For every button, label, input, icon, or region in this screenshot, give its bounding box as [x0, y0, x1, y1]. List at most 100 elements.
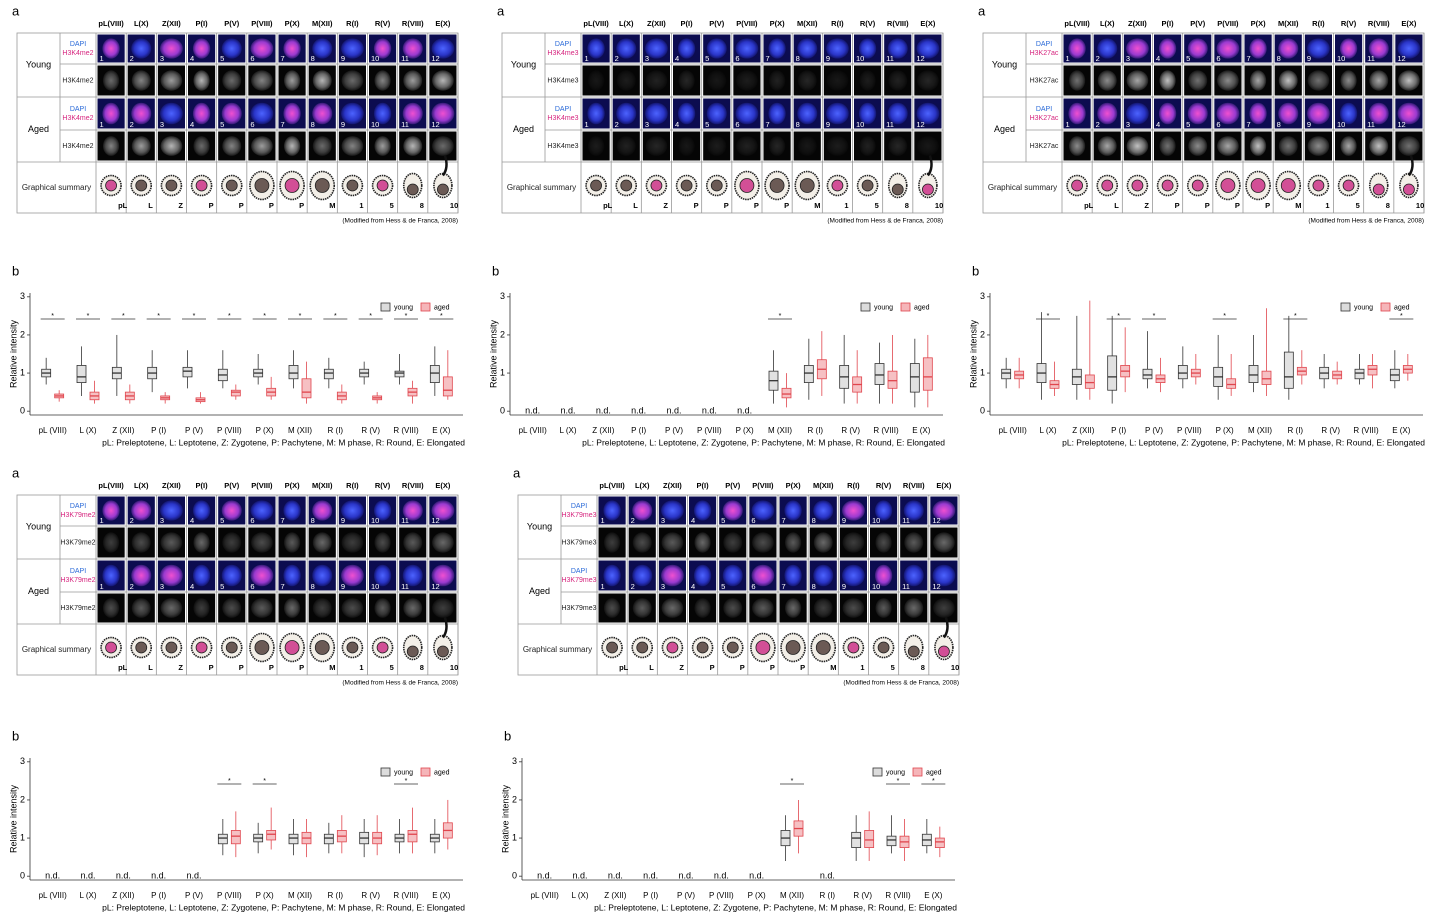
y-axis-title: Relative intensity [968, 319, 978, 388]
micrograph-nucleus [707, 70, 726, 90]
column-header: P(VIII) [752, 481, 774, 490]
stage-label: 5 [390, 663, 394, 672]
missing-label: n.d. [525, 406, 540, 416]
stage-label: Z [1144, 201, 1149, 210]
x-tick-label: P (V) [185, 426, 203, 435]
stage-label: P [1205, 201, 1210, 210]
cell-nucleus [377, 180, 388, 191]
micrograph-nucleus [617, 70, 636, 90]
missing-label: n.d. [714, 871, 729, 881]
significance-label: * [1400, 313, 1403, 320]
box [1262, 371, 1271, 384]
micrograph-nucleus [678, 38, 695, 58]
column-header: R(I) [346, 481, 359, 490]
cell-number: 5 [1186, 120, 1190, 129]
x-tick-label: M (XII) [768, 426, 792, 435]
micrograph-nucleus [736, 70, 758, 90]
box [289, 365, 298, 378]
column-header: P(I) [1162, 19, 1175, 28]
column-header: P(I) [681, 19, 694, 28]
column-header: P(X) [770, 19, 786, 28]
micrograph-nucleus [193, 136, 209, 156]
cell-number: 5 [1186, 54, 1190, 63]
significance-label: * [1117, 313, 1120, 320]
cell-number: 9 [1307, 120, 1311, 129]
column-header: P(X) [786, 481, 802, 490]
cell-number: 11 [886, 120, 894, 129]
micrograph-nucleus [1097, 38, 1117, 58]
summary-label-box: Graphical summary [17, 624, 96, 675]
x-tick-label: P (VIII) [709, 891, 734, 900]
x-tick-label: R (I) [328, 426, 344, 435]
stage-label: 8 [1386, 201, 1390, 210]
x-tick-label: pL (VIII) [519, 426, 547, 435]
column-header: M(XII) [813, 481, 834, 490]
column-header: Z(XII) [1128, 19, 1147, 28]
significance-label: * [1153, 313, 1156, 320]
stain-label: DAPI [70, 41, 86, 48]
stain-label: DAPI [70, 503, 86, 510]
significance-label: * [440, 313, 443, 320]
stage-label: L [1114, 201, 1119, 210]
micrograph-nucleus [662, 532, 684, 552]
legend-label: aged [914, 304, 930, 311]
cell-nucleus [637, 642, 648, 653]
micrograph-nucleus [222, 70, 241, 90]
cell-number: 9 [842, 516, 846, 525]
mark-label: H3K4me2 [62, 115, 93, 122]
x-tick-label: pL (VIII) [999, 426, 1027, 435]
cell-nucleus [196, 642, 207, 653]
x-tick-label: P (V) [185, 891, 203, 900]
micrograph-nucleus [283, 38, 300, 58]
cell-number: 8 [311, 54, 315, 63]
cell-number: 8 [796, 54, 800, 63]
cell-number: 4 [691, 516, 695, 525]
stage-label: P [1265, 201, 1270, 210]
panel-label: a [513, 465, 521, 480]
cell-number: 7 [766, 54, 770, 63]
box [1085, 375, 1094, 388]
cell-number: 7 [782, 582, 786, 591]
stage-label: 8 [420, 663, 424, 672]
cell-nucleus [255, 641, 269, 655]
x-tick-label: R (VIII) [393, 426, 419, 435]
cell-nucleus [1162, 180, 1173, 191]
cell-number: 9 [341, 582, 345, 591]
summary-label-box: Graphical summary [983, 162, 1062, 213]
column-header: P(I) [196, 19, 209, 28]
legend-swatch [861, 303, 870, 311]
column-header: P(I) [196, 481, 209, 490]
micrograph-nucleus [617, 136, 636, 156]
stage-label: P [209, 663, 214, 672]
cell-number: 6 [250, 516, 254, 525]
stage-label: 1 [844, 201, 848, 210]
significance-label: * [228, 313, 231, 320]
summary-label-box: Graphical summary [17, 162, 96, 213]
significance-label: * [791, 778, 794, 785]
group-label: Aged [529, 586, 550, 596]
cell-nucleus [407, 646, 418, 657]
micrograph-nucleus [694, 532, 710, 552]
group-label: Young [992, 59, 1017, 69]
cell-number: 2 [1096, 54, 1100, 63]
cell-number: 7 [281, 582, 285, 591]
cell-number: 1 [601, 582, 605, 591]
box [1002, 369, 1011, 379]
micrograph-nucleus [1188, 136, 1207, 156]
micrograph-nucleus [161, 70, 183, 90]
micrograph-nucleus [933, 532, 955, 552]
cell-nucleus [1373, 184, 1384, 195]
cell-number: 3 [1126, 54, 1130, 63]
column-header: L(X) [635, 481, 650, 490]
missing-label: n.d. [116, 871, 131, 881]
x-tick-label: L (X) [79, 426, 96, 435]
micrograph-nucleus [1308, 70, 1330, 90]
cell-number: 6 [1216, 54, 1220, 63]
micrograph-nucleus [603, 500, 620, 520]
cell-number: 10 [371, 54, 379, 63]
micrograph-nucleus [222, 38, 242, 58]
micrograph-nucleus [723, 532, 742, 552]
micrograph-nucleus [1250, 70, 1266, 90]
x-tick-label: pL (VIII) [531, 891, 559, 900]
micrograph-nucleus [1159, 103, 1176, 125]
